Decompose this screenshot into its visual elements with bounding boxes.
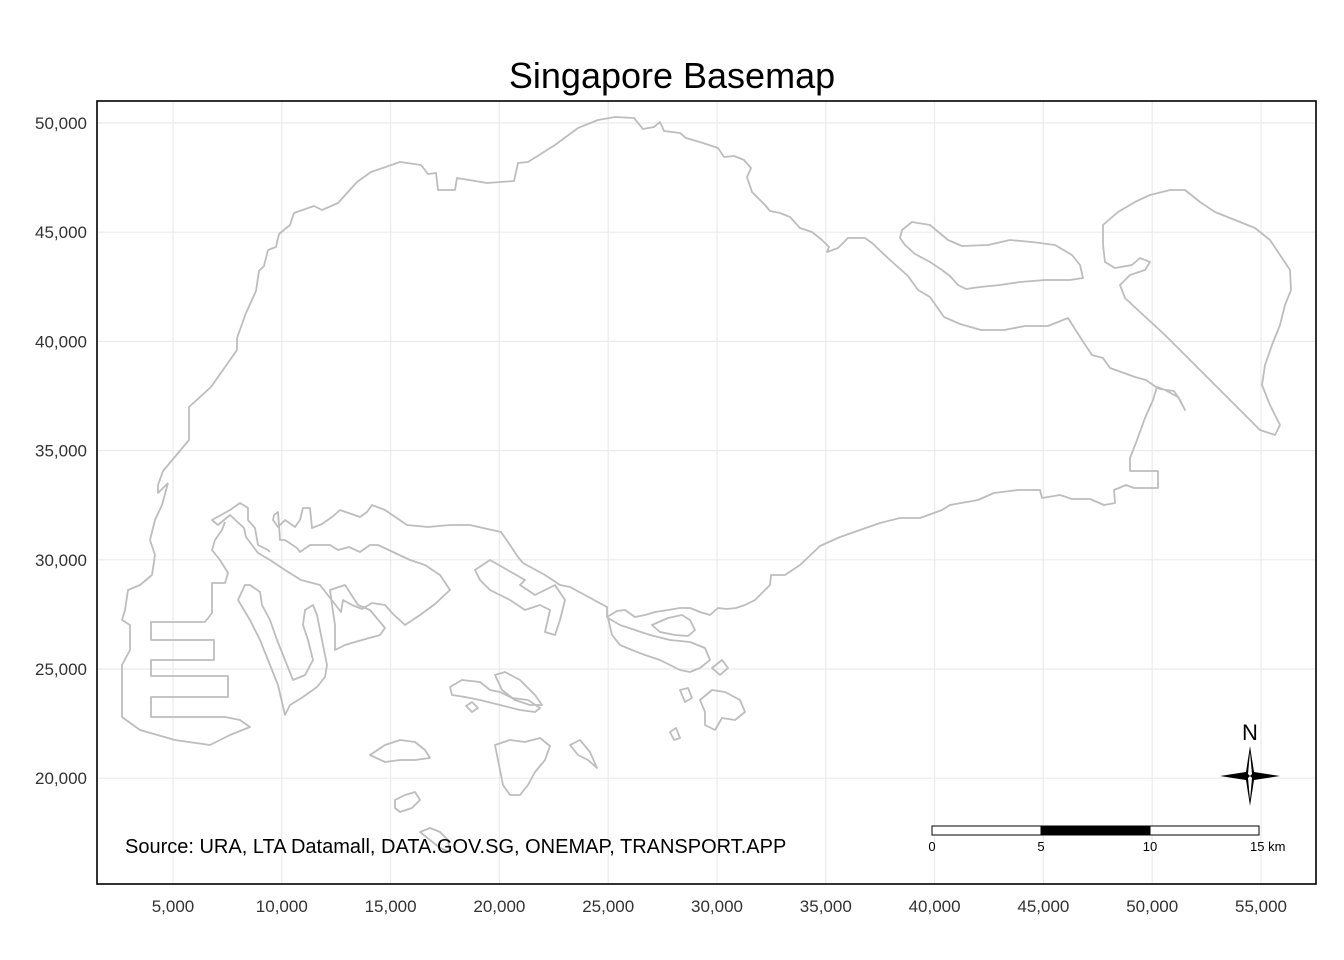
- x-tick-label: 30,000: [691, 897, 743, 916]
- southern-islands-b: [494, 671, 543, 706]
- scale-label-0: 0: [928, 839, 935, 854]
- x-tick-label: 25,000: [582, 897, 634, 916]
- southern-islands-c: [369, 739, 431, 763]
- southern-islands-a: [449, 679, 541, 713]
- scale-bar-segment-1: [931, 825, 1042, 836]
- x-tick-label: 55,000: [1235, 897, 1287, 916]
- x-tick-label: 20,000: [473, 897, 525, 916]
- scale-label-15: 15 km: [1250, 839, 1285, 854]
- sentosa-east: [651, 614, 696, 637]
- y-tick-label: 40,000: [35, 332, 87, 351]
- singapore-landmass: [121, 116, 1292, 853]
- y-tick-label: 25,000: [35, 660, 87, 679]
- x-tick-label: 10,000: [256, 897, 308, 916]
- x-tick-label: 35,000: [800, 897, 852, 916]
- graticule: [97, 101, 1316, 884]
- st-johns-islets: [465, 659, 746, 741]
- y-tick-label: 45,000: [35, 223, 87, 242]
- y-tick-label: 30,000: [35, 551, 87, 570]
- y-tick-label: 35,000: [35, 442, 87, 461]
- southern-islands-e: [569, 739, 598, 769]
- jurong-island: [237, 584, 328, 716]
- west-coast-industrial: [121, 482, 251, 746]
- north-arrow: N: [1220, 720, 1280, 806]
- scale-bar: 0 5 10 15 km: [928, 825, 1285, 854]
- source-credit: Source: URA, LTA Datamall, DATA.GOV.SG, …: [125, 836, 786, 858]
- main-island-coastline: [157, 116, 1186, 626]
- sentosa-island: [607, 617, 711, 673]
- x-tick-label: 45,000: [1017, 897, 1069, 916]
- x-tick-label: 15,000: [365, 897, 417, 916]
- scale-bar-segment-2: [1040, 825, 1151, 836]
- pulau-tekong: [1102, 189, 1292, 436]
- scale-bar-segment-3: [1149, 825, 1260, 836]
- map-title: Singapore Basemap: [509, 55, 835, 96]
- scale-label-5: 5: [1037, 839, 1044, 854]
- y-tick-label: 20,000: [35, 769, 87, 788]
- pulau-ubin: [899, 221, 1084, 290]
- scale-label-10: 10: [1143, 839, 1157, 854]
- x-tick-label: 50,000: [1126, 897, 1178, 916]
- x-axis-ticks: 5,000 10,000 15,000 20,000 25,000 30,000 35,00…: [152, 897, 1287, 916]
- keppel-piers: [474, 559, 566, 636]
- compass-rose-inner-icon: [1248, 752, 1252, 800]
- tuas-reclaim: [329, 584, 386, 651]
- southern-islands-f: [394, 791, 421, 813]
- y-axis-ticks: 50,000 45,000 40,000 35,000 30,000 25,000 20,0…: [35, 114, 87, 788]
- y-tick-label: 50,000: [35, 114, 87, 133]
- southern-islands-d: [494, 737, 551, 796]
- x-tick-label: 40,000: [909, 897, 961, 916]
- map-panel-border: [96, 100, 1317, 885]
- southern-islands-g: [419, 827, 451, 853]
- x-tick-label: 5,000: [152, 897, 195, 916]
- map-panel-background: [97, 101, 1316, 884]
- north-label: N: [1242, 720, 1258, 745]
